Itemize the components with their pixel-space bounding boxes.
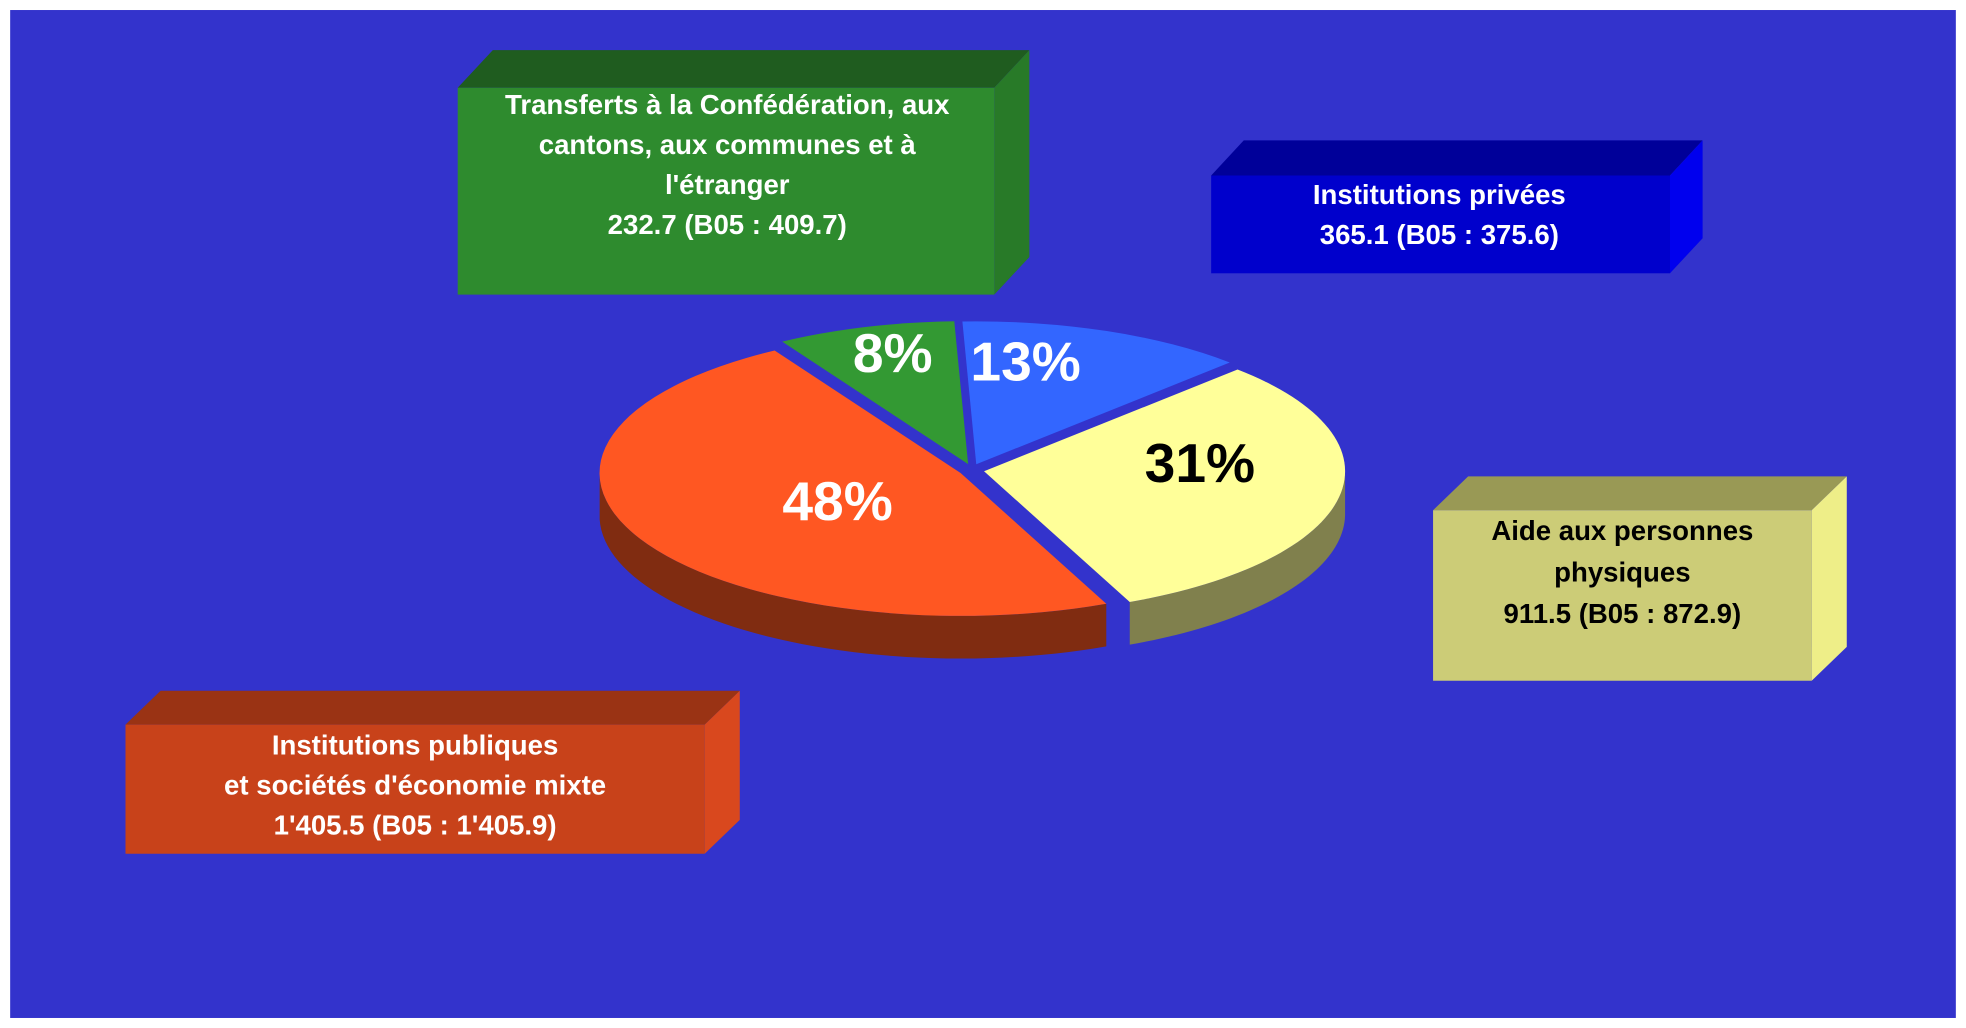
slice bbox=[782, 321, 969, 465]
callout-side bbox=[1670, 140, 1703, 274]
callout-top bbox=[1433, 476, 1847, 511]
callout-top bbox=[125, 690, 740, 725]
callout-box bbox=[1433, 510, 1812, 681]
callout-text: 1'405.5 (B05 : 1'405.9) bbox=[274, 810, 557, 841]
slice-label: 13% bbox=[970, 331, 1080, 393]
callout-text: Aide aux personnes bbox=[1491, 515, 1753, 546]
callout-text: physiques bbox=[1554, 556, 1690, 587]
slice-label: 31% bbox=[1145, 432, 1255, 494]
callout-text: 232.7 (B05 : 409.7) bbox=[608, 209, 847, 240]
callout-text: cantons, aux communes et à bbox=[539, 129, 917, 160]
callout-text: et sociétés d'économie mixte bbox=[224, 770, 606, 801]
callout-text: l'étranger bbox=[665, 169, 790, 200]
callout-text: Transferts à la Confédération, aux bbox=[505, 89, 950, 120]
slice bbox=[962, 321, 1230, 465]
callout-side bbox=[1811, 476, 1847, 681]
callout-top bbox=[1211, 140, 1703, 176]
callout-top bbox=[457, 50, 1030, 88]
slice-label: 8% bbox=[853, 322, 933, 384]
callout-text: Institutions privées bbox=[1313, 179, 1566, 210]
callout-box bbox=[457, 87, 995, 295]
slice bbox=[984, 369, 1346, 603]
callout-text: Institutions publiques bbox=[272, 729, 559, 760]
slice-side bbox=[599, 476, 1107, 659]
slice bbox=[599, 350, 1107, 616]
callout-box bbox=[125, 724, 705, 854]
callout-side bbox=[994, 50, 1030, 295]
callout-box bbox=[1211, 175, 1671, 274]
callout-text: 911.5 (B05 : 872.9) bbox=[1504, 598, 1742, 629]
callout-text: 365.1 (B05 : 375.6) bbox=[1320, 219, 1559, 250]
slice-side bbox=[1129, 472, 1346, 645]
slice-label: 48% bbox=[782, 470, 892, 532]
callout-side bbox=[704, 690, 740, 854]
